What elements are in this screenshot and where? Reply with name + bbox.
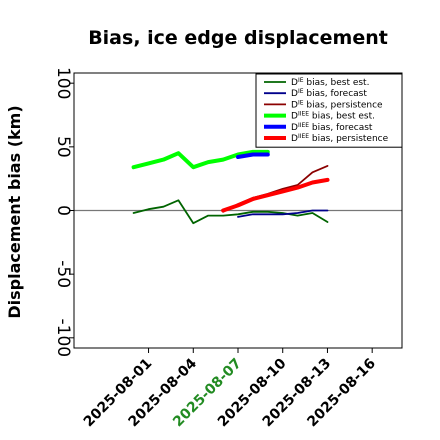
- legend-box: [255, 73, 403, 148]
- chart-title: Bias, ice edge displacement: [88, 27, 388, 49]
- legend-entry: DIIEE bias, forecast: [291, 122, 373, 133]
- y-axis-label: Displacement bias (km): [5, 105, 24, 318]
- legend: DIE bias, best est.DIE bias, forecastDIE…: [255, 73, 403, 148]
- y-tick-label: -100: [53, 319, 73, 358]
- y-tick-label: 50: [53, 136, 73, 158]
- legend-entry: DIE bias, best est.: [291, 77, 369, 88]
- series-line-2: [237, 209, 329, 218]
- legend-entry: DIIEE bias, persistence: [291, 133, 389, 144]
- y-tick-label: 100: [53, 67, 73, 99]
- series-line-6: [221, 177, 330, 213]
- series-line-1: [132, 199, 329, 225]
- legend-entry: DIE bias, persistence: [291, 99, 383, 110]
- legend-entry: DIIEE bias, best est.: [291, 111, 375, 122]
- y-tick-label: 0: [53, 205, 73, 216]
- series-line-4: [131, 149, 270, 170]
- legend-entry: DIE bias, forecast: [291, 88, 367, 99]
- y-tick-label: -50: [53, 260, 73, 288]
- series-line-5: [236, 152, 270, 159]
